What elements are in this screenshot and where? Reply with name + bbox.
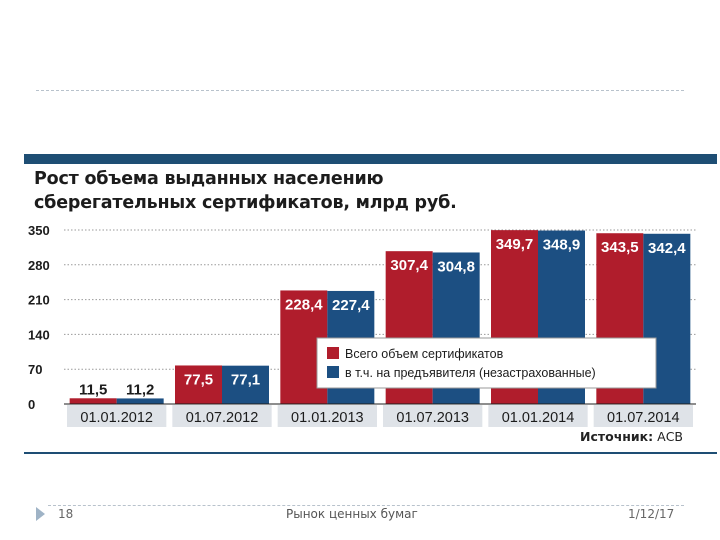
- category-box: [488, 405, 588, 427]
- source-label: Источник:: [580, 429, 654, 444]
- data-label: 342,4: [648, 240, 686, 257]
- category-box: [383, 405, 483, 427]
- source-value: АСВ: [657, 429, 684, 444]
- data-label: 343,5: [601, 239, 639, 256]
- x-tick-label: 01.01.2014: [502, 410, 575, 426]
- data-label: 11,2: [126, 381, 154, 398]
- y-tick-label: 0: [28, 397, 35, 412]
- data-label: 11,5: [79, 381, 107, 398]
- data-label: 228,4: [285, 296, 323, 313]
- x-tick-label: 01.07.2012: [186, 410, 259, 426]
- footer-date: 1/12/17: [628, 507, 675, 521]
- category-box: [172, 405, 272, 427]
- chart-bottom-bar: [24, 452, 717, 454]
- data-label: 307,4: [390, 257, 428, 274]
- bar: [175, 365, 222, 404]
- x-tick-label: 01.07.2013: [396, 410, 469, 426]
- data-label: 77,1: [231, 372, 260, 389]
- y-tick-label: 280: [28, 258, 50, 273]
- chart-title-line1: Рост объема выданных населению: [34, 169, 384, 189]
- legend-box: [316, 337, 657, 389]
- data-label: 227,4: [332, 297, 370, 314]
- category-box: [593, 405, 693, 427]
- x-tick-label: 01.01.2012: [80, 410, 153, 426]
- x-tick-label: 01.01.2013: [291, 410, 364, 426]
- data-label: 348,9: [543, 237, 581, 254]
- data-label: 77,5: [184, 371, 213, 388]
- y-tick-label: 70: [28, 362, 42, 377]
- bar-chart: 0 70 140 210 280 350 11,5 11,2 01.01.2012 77,5 77,…: [28, 223, 696, 427]
- footer-arrow-icon: [36, 507, 45, 521]
- bar: [116, 398, 164, 404]
- legend-swatch: [327, 347, 339, 359]
- legend-label: Всего объем сертификатов: [345, 347, 504, 361]
- y-tick-label: 140: [28, 327, 50, 342]
- chart-title-line2: сберегательных сертификатов, млрд руб.: [34, 193, 457, 213]
- y-tick-label: 350: [28, 223, 50, 238]
- slide-top-divider: [36, 90, 684, 91]
- slide-bottom-divider: [48, 505, 684, 506]
- data-label: 304,8: [437, 258, 475, 275]
- chart-header-bar: [24, 154, 717, 164]
- bar: [222, 365, 269, 404]
- category-box: [67, 405, 167, 427]
- footer-title: Рынок ценных бумаг: [286, 507, 418, 521]
- category-box: [277, 405, 377, 427]
- chart-title: Рост объема выданных населению сберегате…: [34, 167, 694, 215]
- data-label: 349,7: [496, 236, 534, 253]
- page-number: 18: [58, 507, 74, 521]
- y-tick-label: 210: [28, 293, 50, 308]
- source-note: Источник: АСВ: [580, 429, 683, 444]
- bar: [69, 398, 117, 404]
- legend-label: в т.ч. на предъявителя (незастрахованные…: [345, 366, 596, 380]
- legend-swatch: [327, 366, 339, 378]
- x-tick-label: 01.07.2014: [607, 410, 680, 426]
